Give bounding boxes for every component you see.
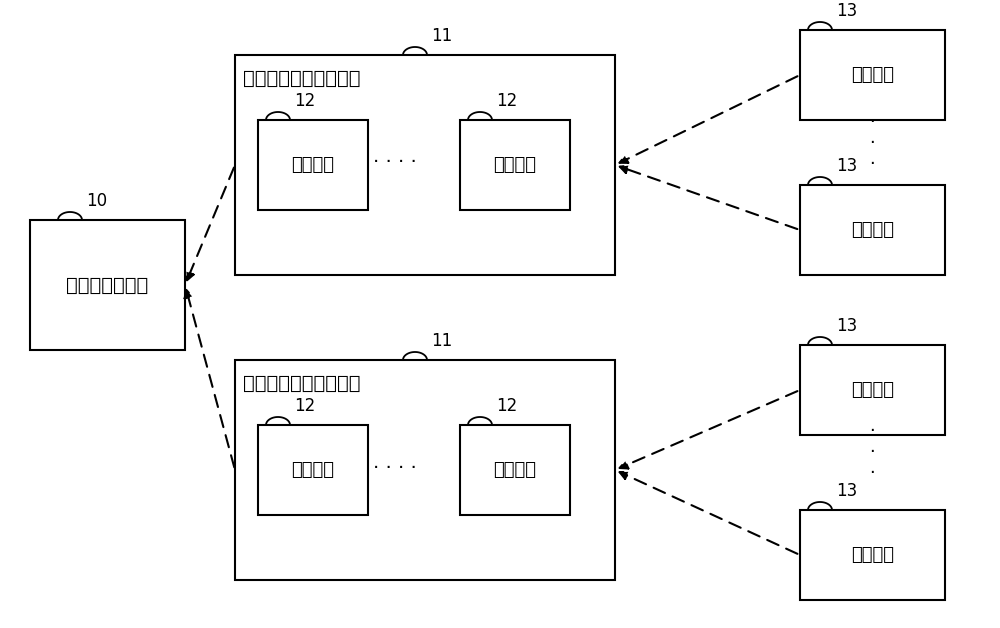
- Text: 车载终端: 车载终端: [494, 156, 536, 174]
- Text: 摄像装置: 摄像装置: [851, 546, 894, 564]
- Text: 13: 13: [836, 482, 857, 500]
- Bar: [800, 510, 945, 600]
- Text: 车载终端: 车载终端: [494, 461, 536, 479]
- Bar: [235, 360, 615, 580]
- Text: ·
·
·: · · ·: [869, 113, 875, 173]
- Text: 车位占用状态检测装置: 车位占用状态检测装置: [243, 374, 360, 393]
- Bar: [258, 425, 368, 515]
- Bar: [30, 220, 185, 350]
- Bar: [235, 55, 615, 275]
- Bar: [258, 120, 368, 210]
- Text: ·
·
·: · · ·: [869, 422, 875, 482]
- Text: 车位占用状态检测装置: 车位占用状态检测装置: [243, 69, 360, 88]
- Text: 停车管理服务器: 停车管理服务器: [66, 276, 149, 295]
- Text: 摄像装置: 摄像装置: [851, 381, 894, 399]
- Text: 车载终端: 车载终端: [292, 156, 334, 174]
- Bar: [800, 345, 945, 435]
- Text: 11: 11: [431, 27, 452, 45]
- Bar: [800, 30, 945, 120]
- Text: 13: 13: [836, 317, 857, 335]
- Text: · · · ·: · · · ·: [373, 153, 417, 173]
- Bar: [460, 120, 570, 210]
- Text: 摄像装置: 摄像装置: [851, 221, 894, 239]
- Bar: [800, 185, 945, 275]
- Text: 12: 12: [294, 397, 315, 415]
- Text: 车载终端: 车载终端: [292, 461, 334, 479]
- Text: 12: 12: [496, 92, 517, 110]
- Bar: [460, 425, 570, 515]
- Text: 13: 13: [836, 157, 857, 175]
- Text: 摄像装置: 摄像装置: [851, 66, 894, 84]
- Text: 10: 10: [86, 192, 107, 210]
- Text: 12: 12: [496, 397, 517, 415]
- Text: 13: 13: [836, 2, 857, 20]
- Text: · · · ·: · · · ·: [373, 458, 417, 477]
- Text: 11: 11: [431, 332, 452, 350]
- Text: 12: 12: [294, 92, 315, 110]
